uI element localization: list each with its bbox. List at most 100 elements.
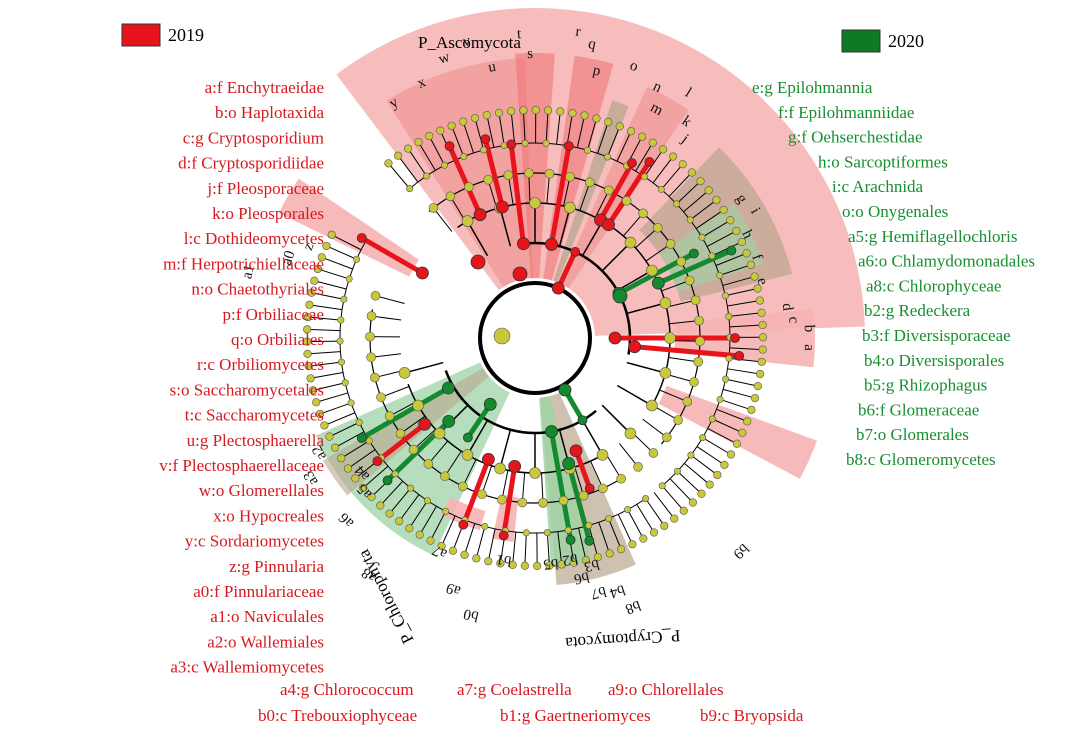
- branch-order: [375, 295, 405, 304]
- family-node: [522, 529, 530, 537]
- family-node: [699, 434, 707, 442]
- family-node: [441, 161, 449, 169]
- leaf-node: [753, 382, 762, 391]
- branch-leaf: [326, 245, 357, 260]
- branch-order: [579, 182, 591, 211]
- clade-letter: t: [517, 26, 523, 42]
- branch-leaf: [702, 437, 732, 455]
- node-enchytraeidae-tip: [730, 333, 740, 343]
- branch-leaf: [314, 280, 347, 290]
- branch-leaf: [309, 304, 343, 311]
- family-node: [542, 139, 550, 147]
- leaf-node: [658, 145, 668, 154]
- right-legend-item: b4:o Diversisporales: [864, 351, 1004, 370]
- clade-letter: a: [801, 344, 817, 352]
- leaf-node: [405, 524, 414, 533]
- branch-leaf: [316, 392, 349, 403]
- bottom-legend-item: a9:o Chlorellales: [608, 680, 724, 699]
- leaf-node: [757, 357, 766, 366]
- family-node: [340, 295, 348, 303]
- node-haplotaxida-tip: [734, 350, 745, 361]
- leaf-node: [649, 528, 659, 537]
- node-diversisporales-branch: [566, 462, 592, 542]
- node-hypocreales-branch: [482, 138, 505, 208]
- leaf-node: [713, 470, 722, 480]
- family-node: [716, 271, 724, 279]
- order-node: [503, 170, 514, 180]
- leaf-node: [726, 216, 735, 225]
- class-node: [624, 236, 637, 249]
- leaf-node: [460, 550, 469, 559]
- clade-letter: a2: [309, 443, 330, 463]
- branch-order: [528, 173, 531, 204]
- branch-leaf: [451, 125, 465, 157]
- leaf-node: [304, 362, 313, 371]
- leaf-node: [668, 152, 678, 161]
- clade-letter: b1: [495, 551, 512, 569]
- node-pleosporales-branch: [606, 160, 652, 227]
- node-wallemiales-branch: [375, 422, 427, 464]
- leaf-node: [315, 409, 325, 419]
- leaf-node: [688, 498, 697, 507]
- shade-a7: [441, 496, 486, 531]
- branch-order: [659, 389, 688, 403]
- leaf-node: [337, 454, 346, 463]
- order-node: [544, 168, 555, 179]
- branch-order: [605, 452, 622, 479]
- node-wallemiales-tip: [372, 456, 383, 467]
- node-hypocreales-tip: [480, 134, 491, 144]
- branch-order: [541, 472, 544, 503]
- class-node: [412, 399, 424, 412]
- node-glomeromycetes: [545, 425, 558, 438]
- shade-b9: [658, 385, 817, 479]
- node-orbiliomycetes: [545, 238, 558, 251]
- family-node: [341, 379, 349, 387]
- left-legend-item: w:o Glomerellales: [199, 481, 324, 500]
- branch-leaf: [627, 509, 644, 539]
- ring-kingdom: [478, 281, 592, 395]
- clade-letter: b8: [623, 597, 643, 617]
- branch-leaf: [430, 511, 447, 541]
- leaf-node: [437, 541, 446, 551]
- leaf-node: [757, 308, 766, 317]
- leaf-node: [705, 480, 714, 489]
- leaf-node: [482, 111, 491, 120]
- branch-leaf: [660, 163, 684, 190]
- branch-leaf: [652, 156, 674, 184]
- class-node: [646, 399, 658, 412]
- family-node: [480, 146, 488, 154]
- clade-letter: b3: [582, 555, 600, 574]
- shade-orbiliomycetes: [543, 55, 614, 281]
- branch-leaf: [398, 494, 420, 522]
- right-legend-item: o:o Onygenales: [842, 202, 948, 221]
- order-node: [428, 203, 439, 213]
- node-b9: [569, 444, 583, 458]
- leaf-node: [758, 320, 767, 330]
- right-legend-item: e:g Epilohmannia: [752, 78, 873, 97]
- branch-leaf: [689, 199, 717, 221]
- clade-letter: q: [587, 36, 598, 53]
- class-node: [494, 462, 506, 475]
- family-node: [424, 497, 432, 505]
- leaf-node: [484, 557, 493, 566]
- branch-class: [581, 220, 604, 257]
- order-node: [517, 497, 528, 508]
- leaf-node: [758, 345, 767, 354]
- branch-class: [499, 429, 512, 469]
- right-legend-item: a5:g Hemiflagellochloris: [848, 227, 1017, 246]
- leaf-node: [720, 460, 729, 469]
- branch-leaf: [696, 209, 724, 229]
- branch-order: [521, 472, 526, 503]
- leaf-node: [519, 106, 528, 115]
- class-node: [433, 427, 446, 440]
- order-node: [464, 182, 474, 192]
- leaf-node: [322, 241, 331, 251]
- branch-leaf: [716, 408, 748, 422]
- branch-leaf: [498, 112, 505, 146]
- node-glomeromycetes-branch: [549, 431, 574, 541]
- leaf-node: [726, 450, 736, 459]
- legend-swatch-2020: [841, 29, 881, 53]
- leaf-node: [639, 534, 648, 543]
- order-node: [440, 471, 450, 482]
- leaf-node: [305, 300, 314, 309]
